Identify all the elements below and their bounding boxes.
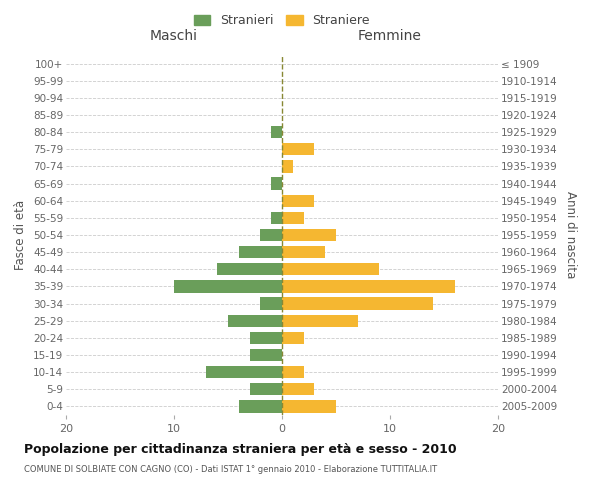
Bar	[174, 280, 282, 292]
Bar	[260, 298, 282, 310]
Bar	[260, 229, 282, 241]
Bar	[282, 366, 304, 378]
Bar	[250, 332, 282, 344]
Bar	[282, 280, 455, 292]
Bar	[250, 349, 282, 361]
Bar	[271, 126, 282, 138]
Bar	[217, 263, 282, 276]
Bar	[282, 383, 314, 396]
Text: COMUNE DI SOLBIATE CON CAGNO (CO) - Dati ISTAT 1° gennaio 2010 - Elaborazione TU: COMUNE DI SOLBIATE CON CAGNO (CO) - Dati…	[24, 465, 437, 474]
Bar	[206, 366, 282, 378]
Text: Maschi: Maschi	[150, 29, 198, 43]
Bar	[239, 246, 282, 258]
Bar	[282, 314, 358, 327]
Text: Popolazione per cittadinanza straniera per età e sesso - 2010: Popolazione per cittadinanza straniera p…	[24, 442, 457, 456]
Bar	[239, 400, 282, 412]
Text: Femmine: Femmine	[358, 29, 422, 43]
Y-axis label: Fasce di età: Fasce di età	[14, 200, 28, 270]
Bar	[282, 229, 336, 241]
Bar	[228, 314, 282, 327]
Bar	[282, 194, 314, 207]
Bar	[282, 332, 304, 344]
Bar	[282, 160, 293, 172]
Y-axis label: Anni di nascita: Anni di nascita	[564, 192, 577, 278]
Bar	[271, 178, 282, 190]
Bar	[282, 400, 336, 412]
Legend: Stranieri, Straniere: Stranieri, Straniere	[194, 14, 370, 28]
Bar	[282, 298, 433, 310]
Bar	[282, 263, 379, 276]
Bar	[250, 383, 282, 396]
Bar	[271, 212, 282, 224]
Bar	[282, 246, 325, 258]
Bar	[282, 212, 304, 224]
Bar	[282, 143, 314, 156]
